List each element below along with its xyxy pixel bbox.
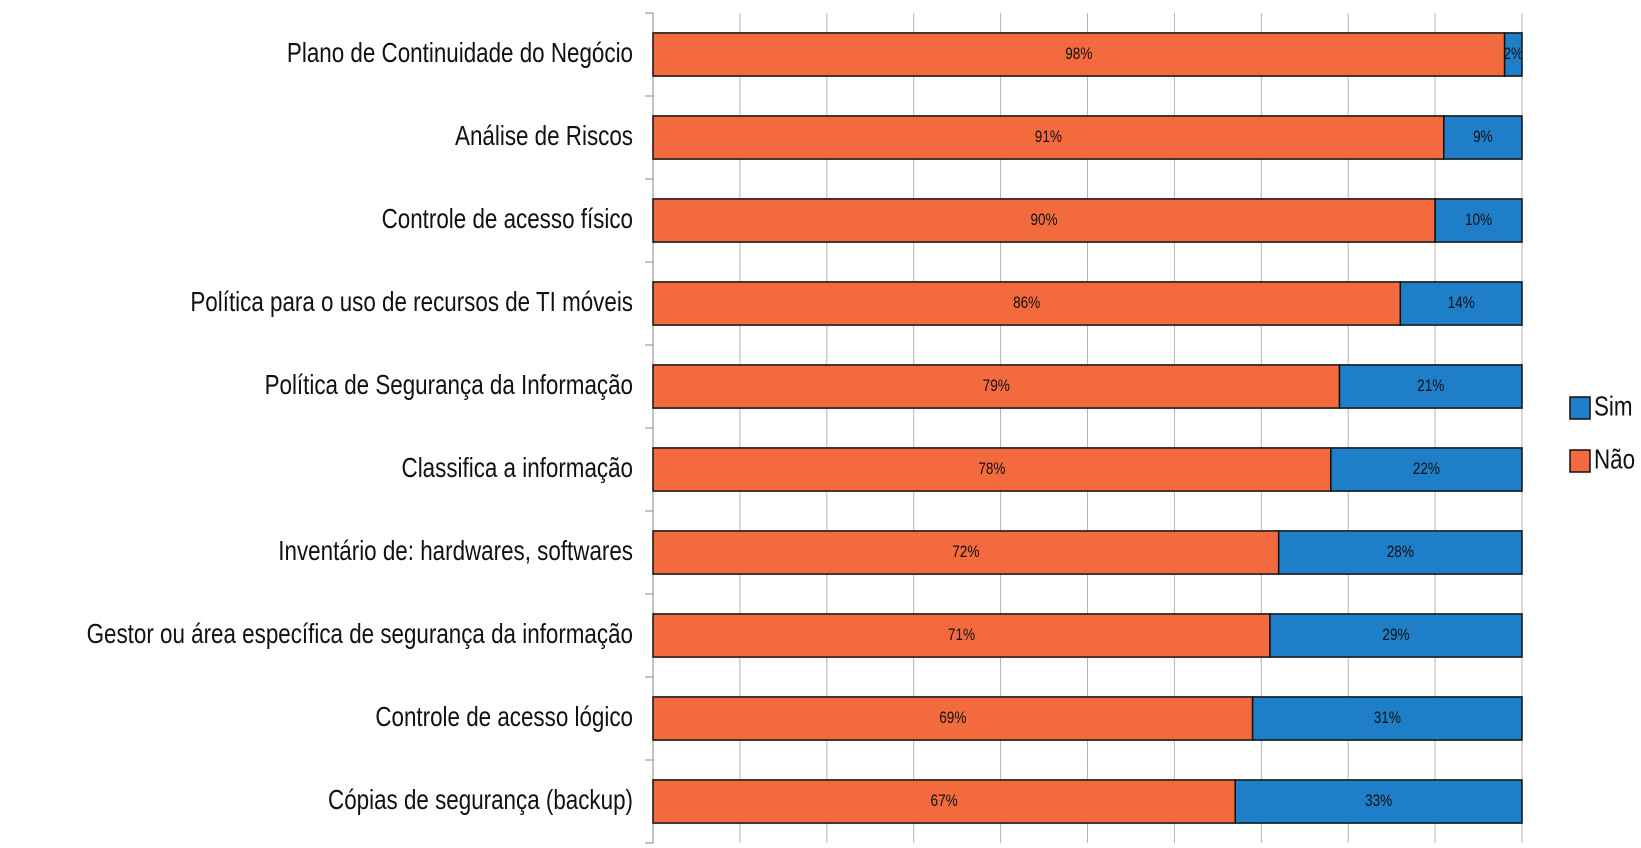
value-label: 21%	[1417, 377, 1444, 396]
value-label: 67%	[931, 792, 958, 811]
bar-segment	[1234, 779, 1523, 824]
y-tick-label: Controle de acesso físico	[382, 204, 633, 235]
legend-label: Sim	[1594, 391, 1633, 422]
value-label: 69%	[939, 709, 966, 728]
value-label: 31%	[1374, 709, 1401, 728]
value-label: 29%	[1382, 626, 1409, 645]
bar-segment	[652, 198, 1436, 243]
bar-segment	[652, 32, 1506, 77]
bar-segment	[652, 530, 1280, 575]
y-tick-label: Classifica a informação	[402, 453, 633, 484]
bar-segment	[1503, 32, 1523, 77]
y-tick-label: Plano de Continuidade do Negócio	[287, 38, 633, 69]
bar-segment	[1434, 198, 1523, 243]
bar-segment	[652, 281, 1402, 326]
value-label: 71%	[948, 626, 975, 645]
bar-segment	[1251, 696, 1523, 741]
value-label: 78%	[978, 460, 1005, 479]
bar-segment	[1443, 115, 1523, 160]
value-label: 22%	[1413, 460, 1440, 479]
bar-segment	[1330, 447, 1523, 492]
value-label: 98%	[1065, 45, 1092, 64]
bar-segment	[652, 447, 1332, 492]
legend-swatch	[1569, 449, 1591, 473]
bar-segment	[652, 613, 1271, 658]
bar-segment	[652, 364, 1341, 409]
bar-segment	[1338, 364, 1523, 409]
value-label: 2%	[1503, 45, 1523, 64]
value-label: 72%	[952, 543, 979, 562]
bar-segment	[1399, 281, 1523, 326]
value-label: 14%	[1448, 294, 1475, 313]
y-tick-label: Política de Segurança da Informação	[265, 370, 633, 401]
bar-segment	[652, 115, 1445, 160]
legend-swatch	[1569, 396, 1591, 420]
y-tick-label: Análise de Riscos	[455, 121, 633, 152]
legend-label: Não	[1594, 444, 1635, 475]
y-tick-label: Cópias de segurança (backup)	[328, 785, 633, 816]
y-tick-label: Controle de acesso lógico	[375, 702, 633, 733]
value-label: 79%	[983, 377, 1010, 396]
y-tick-label: Inventário de: hardwares, softwares	[278, 536, 633, 567]
value-label: 91%	[1035, 128, 1062, 147]
value-label: 10%	[1465, 211, 1492, 230]
value-label: 90%	[1030, 211, 1057, 230]
value-label: 33%	[1365, 792, 1392, 811]
bar-segment	[652, 696, 1254, 741]
y-tick-label: Gestor ou área específica de segurança d…	[87, 619, 633, 650]
value-label: 9%	[1473, 128, 1493, 147]
bar-segment	[1269, 613, 1523, 658]
bar-segment	[1277, 530, 1523, 575]
y-tick-label: Política para o uso de recursos de TI mó…	[190, 287, 633, 318]
value-label: 86%	[1013, 294, 1040, 313]
value-label: 28%	[1387, 543, 1414, 562]
